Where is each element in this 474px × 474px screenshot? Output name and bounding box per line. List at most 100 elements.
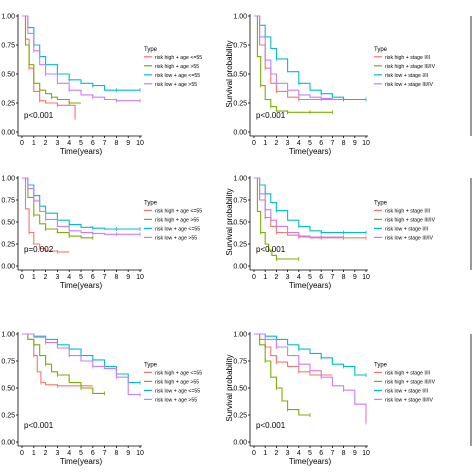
survival-curve-4 — [254, 333, 367, 423]
p-value: p=0.002 — [24, 245, 54, 254]
legend-entry: risk high + stage III/IV — [385, 64, 436, 70]
x-tick-label: 2 — [44, 450, 48, 457]
legend-title: Type — [374, 47, 388, 53]
x-tick-label: 2 — [274, 274, 278, 281]
x-tick-label: 1 — [263, 450, 267, 457]
x-tick-label: 1 — [263, 140, 267, 147]
x-axis-label: Time(years) — [289, 457, 332, 466]
p-value: p<0.001 — [24, 421, 54, 430]
x-tick-label: 9 — [353, 450, 357, 457]
survival-curve-2 — [254, 333, 310, 416]
x-tick-label: 10 — [136, 450, 144, 457]
p-value: p<0.001 — [256, 111, 286, 120]
y-tick-label: 0.00 — [1, 130, 15, 137]
y-tick-label: 0.25 — [233, 413, 247, 420]
x-tick-label: 4 — [297, 274, 301, 281]
y-axis-label: Survival probability — [225, 188, 234, 255]
x-tick-label: 2 — [44, 274, 48, 281]
legend-entry: risk low + stage III/IV — [385, 82, 434, 88]
y-tick-label: 1.00 — [233, 332, 247, 339]
legend-entry: risk high + age <=55 — [155, 370, 202, 376]
x-tick-label: 2 — [44, 140, 48, 147]
legend-entry: risk high + stage III/IV — [385, 217, 436, 223]
y-tick-label: 0.75 — [233, 198, 247, 205]
survival-curve-2 — [22, 15, 81, 104]
km-panel-age-1: 0.000.250.500.751.000 1 2 3 4 5 6 7 8 9 10Time(yea… — [1, 14, 202, 157]
y-tick-label: 0.25 — [233, 101, 247, 108]
x-tick-label: 4 — [67, 140, 71, 147]
y-tick-label: 0.50 — [1, 220, 15, 227]
y-tick-label: 0.25 — [1, 101, 15, 108]
x-tick-label: 8 — [342, 450, 346, 457]
y-tick-label: 0.50 — [1, 72, 15, 79]
x-tick-label: 10 — [136, 274, 144, 281]
x-tick-label: 1 — [32, 274, 36, 281]
survival-curve-2 — [22, 333, 105, 394]
y-tick-label: 0.50 — [233, 386, 247, 393]
x-tick-label: 6 — [91, 274, 95, 281]
survival-curve-3 — [254, 15, 366, 101]
x-tick-label: 9 — [353, 140, 357, 147]
x-tick-label: 3 — [286, 140, 290, 147]
survival-curve-1 — [254, 333, 333, 376]
x-tick-label: 8 — [114, 274, 118, 281]
x-tick-label: 5 — [79, 140, 83, 147]
y-tick-label: 0.75 — [1, 359, 15, 366]
legend-entry: risk low + stage III/IV — [385, 235, 434, 241]
km-panel-stage-2: 0.00 0.25 0.50 0.75 1.00 0 1 2 3 4 5 6 7 8 9 10 Time(yea… — [225, 176, 436, 291]
y-tick-label: 0.50 — [1, 386, 15, 393]
legend-entry: risk low + stage I/II — [385, 226, 428, 232]
x-axis-label: Time(years) — [60, 457, 103, 466]
x-tick-label: 6 — [91, 140, 95, 147]
y-axis-label: Survival probability — [225, 40, 234, 107]
legend-title: Type — [374, 200, 388, 206]
x-tick-label: 7 — [330, 274, 334, 281]
km-panel-age-3: 0.000.250.500.751.000 1 2 3 4 5 6 7 8 9 10Time(yea… — [1, 332, 202, 467]
legend-entry: risk high + age >55 — [155, 379, 199, 385]
y-axis-label: Survival probability — [225, 354, 234, 421]
x-tick-label: 6 — [319, 450, 323, 457]
x-axis-label: Time(years) — [60, 147, 103, 156]
survival-curve-4 — [254, 177, 344, 238]
x-tick-label: 1 — [32, 140, 36, 147]
survival-curve-1 — [22, 177, 70, 253]
x-tick-label: 3 — [55, 450, 59, 457]
y-tick-label: 0.25 — [1, 413, 15, 420]
x-tick-label: 8 — [114, 140, 118, 147]
legend-entry: risk low + stage III/IV — [385, 397, 434, 403]
legend-entry: risk low + age >55 — [155, 397, 197, 403]
km-panel-stage-1: 0.00 0.25 0.50 0.75 1.00 0 1 2 3 4 5 6 7 8 9 10 Time(yea… — [225, 14, 436, 157]
legend-entry: risk low + stage I/II — [385, 73, 428, 79]
x-axis-label: Time(years) — [60, 281, 103, 290]
x-tick-label: 1 — [263, 274, 267, 281]
y-tick-label: 0.00 — [1, 264, 15, 271]
x-tick-label: 5 — [308, 450, 312, 457]
x-tick-label: 10 — [362, 274, 370, 281]
y-tick-label: 0.00 — [233, 264, 247, 271]
survival-curve-2 — [254, 15, 333, 113]
legend-entry: risk low + age <=55 — [155, 388, 200, 394]
x-tick-label: 7 — [330, 140, 334, 147]
legend-entry: risk low + age <=55 — [155, 73, 200, 79]
legend-title: Type — [144, 362, 158, 368]
survival-curve-1 — [22, 15, 76, 119]
x-tick-label: 0 — [20, 450, 24, 457]
x-tick-label: 3 — [286, 450, 290, 457]
x-tick-label: 9 — [126, 450, 130, 457]
x-tick-label: 10 — [362, 450, 370, 457]
x-tick-label: 8 — [342, 140, 346, 147]
x-tick-label: 9 — [126, 140, 130, 147]
y-tick-label: 0.00 — [233, 130, 247, 137]
legend-title: Type — [144, 47, 158, 53]
x-tick-label: 9 — [126, 274, 130, 281]
legend-entry: risk low + stage I/II — [385, 388, 428, 394]
legend-title: Type — [374, 362, 388, 368]
survival-curve-4 — [22, 15, 140, 102]
legend-entry: risk high + stage I/II — [385, 208, 430, 214]
x-tick-label: 6 — [91, 450, 95, 457]
legend-title: Type — [144, 200, 158, 206]
legend-entry: risk high + stage III/IV — [385, 379, 436, 385]
y-tick-label: 1.00 — [233, 14, 247, 21]
x-tick-label: 2 — [274, 450, 278, 457]
